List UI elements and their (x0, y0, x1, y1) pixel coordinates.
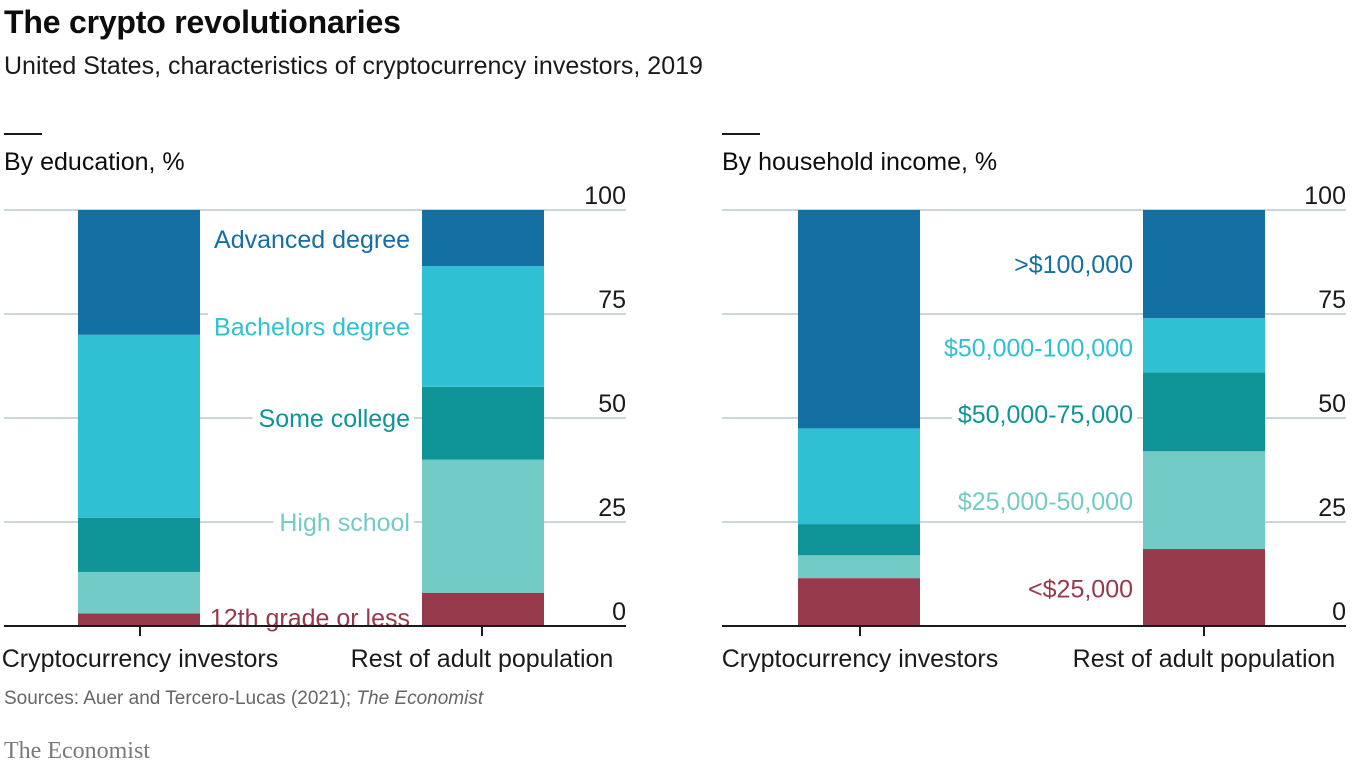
category-label: Rest of adult population (351, 645, 614, 673)
panel-title: By education, % (4, 148, 185, 176)
y-tick-label: 100 (584, 182, 626, 210)
bar-segment (1143, 372, 1265, 452)
series-label: $50,000-100,000 (944, 334, 1133, 362)
y-tick-label: 50 (598, 390, 626, 418)
bar-segment (78, 613, 200, 626)
bar-segment (1143, 451, 1265, 550)
brand-logo: The Economist (4, 738, 150, 764)
chart-subtitle: United States, characteristics of crypto… (4, 52, 703, 80)
series-label-bg (252, 404, 414, 434)
bar-segment (1143, 210, 1265, 319)
series-label-bg (1008, 250, 1137, 281)
panel-education: By education, % 12th grade or less High sc… (2, 133, 626, 673)
series-label-bg (273, 508, 414, 538)
series-label: Bachelors degree (214, 313, 410, 341)
chart-title: The crypto revolutionaries (4, 4, 401, 40)
bar-segment (798, 524, 920, 556)
panel-title: By household income, % (722, 148, 997, 176)
category-label: Rest of adult population (1073, 645, 1336, 673)
series-label: <$25,000 (1028, 576, 1133, 604)
bar-segment (78, 334, 200, 518)
y-tick-label: 50 (1318, 390, 1346, 418)
series-label: $50,000-75,000 (958, 401, 1133, 429)
bar-segment (798, 578, 920, 626)
source-italic: The Economist (356, 688, 484, 709)
source-note: Sources: Auer and Tercero-Lucas (2021); … (4, 688, 483, 710)
y-tick-label: 75 (1318, 286, 1346, 314)
bar-segment (78, 517, 200, 572)
bar-segment (798, 210, 920, 429)
panel-income: By household income, % <$25,000 $25,000-50… (722, 133, 1346, 673)
series-label: Advanced degree (214, 226, 410, 254)
series-label-bg (203, 603, 414, 634)
y-tick-label: 25 (1318, 494, 1346, 522)
series-label: 12th grade or less (210, 605, 410, 633)
series-label-bg (1022, 574, 1137, 605)
series-label-bg (937, 333, 1137, 364)
category-label: Cryptocurrency investors (2, 645, 278, 673)
bar-segment (422, 210, 544, 267)
bar-segment (798, 428, 920, 525)
bar-segment (422, 386, 544, 460)
series-label-bg (208, 312, 414, 343)
y-tick-label: 0 (612, 598, 626, 626)
category-label: Cryptocurrency investors (722, 645, 998, 673)
series-label-bg (951, 487, 1137, 518)
bar-segment (1143, 318, 1265, 373)
series-label: $25,000-50,000 (958, 488, 1133, 516)
series-label: Some college (259, 405, 410, 433)
series-label: >$100,000 (1014, 251, 1133, 279)
bar-segment (422, 592, 544, 626)
bar-segment (422, 459, 544, 593)
series-label-bg (208, 225, 414, 256)
y-tick-label: 75 (598, 286, 626, 314)
chart-canvas: By education, % 12th grade or less High sc… (2, 133, 1346, 673)
bar-segment (422, 266, 544, 387)
y-tick-label: 0 (1332, 598, 1346, 626)
series-label-bg (951, 399, 1137, 430)
source-prefix: Sources: Auer and Tercero-Lucas (2021); (4, 688, 357, 709)
bar-segment (78, 210, 200, 335)
series-label: High school (279, 509, 410, 537)
y-tick-label: 100 (1304, 182, 1346, 210)
bar-segment (1143, 549, 1265, 626)
y-tick-label: 25 (598, 494, 626, 522)
bar-segment (78, 571, 200, 614)
bar-segment (798, 555, 920, 579)
